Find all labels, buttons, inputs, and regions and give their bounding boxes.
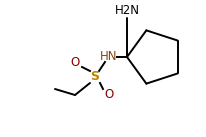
Text: HN: HN: [100, 51, 118, 64]
Text: O: O: [104, 89, 114, 102]
Text: H2N: H2N: [115, 4, 139, 16]
Text: O: O: [70, 56, 80, 69]
Text: S: S: [90, 71, 99, 83]
